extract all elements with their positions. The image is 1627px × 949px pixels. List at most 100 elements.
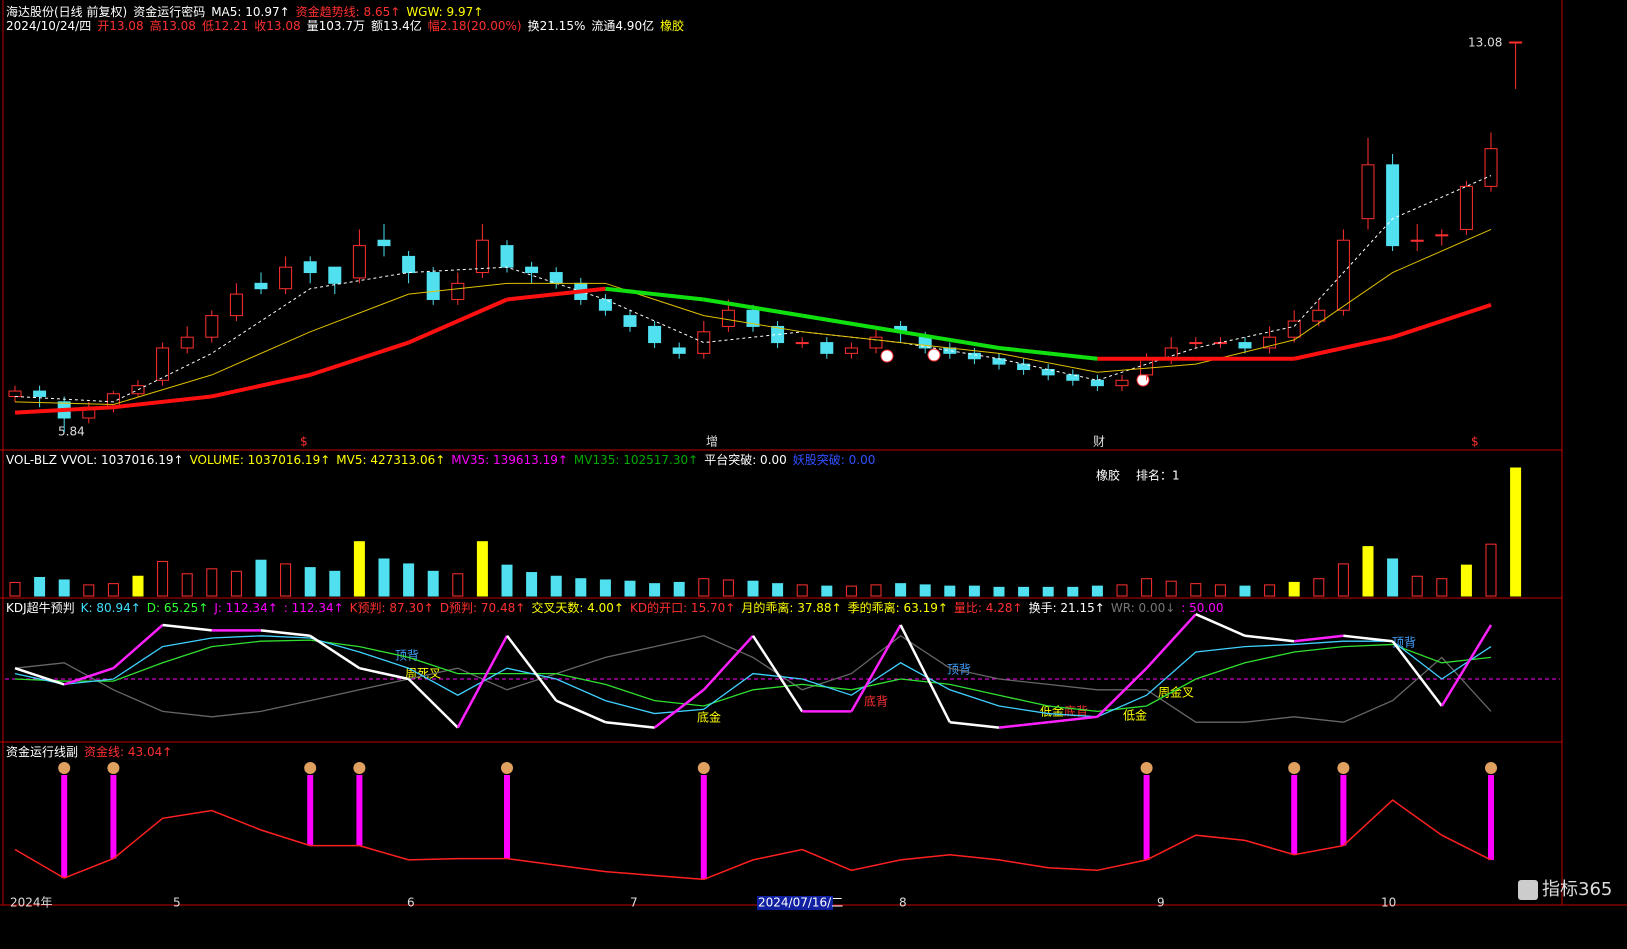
ma-long-segment	[407, 297, 508, 345]
header-item: 海达股份(日线 前复权)	[6, 5, 128, 19]
volume-bar	[58, 579, 70, 597]
annotation: 底金	[697, 710, 721, 725]
j-segment	[1145, 613, 1197, 670]
volume-bar	[895, 583, 907, 597]
candle-body	[1435, 234, 1449, 237]
volume-bar	[452, 573, 464, 597]
candle-body	[795, 342, 809, 345]
header-row: 2024/10/24/四 开13.08 高13.08 低12.21 收13.08 量103…	[6, 17, 690, 34]
volume-bar	[1337, 563, 1349, 597]
volume-bar	[107, 583, 119, 597]
signal-coin	[1288, 762, 1301, 774]
candle-body	[869, 336, 883, 349]
j-segment	[1440, 624, 1493, 707]
candle-body	[598, 298, 612, 311]
volume-bar	[501, 564, 513, 597]
volume-bar	[944, 585, 956, 597]
signal-bar	[700, 775, 707, 880]
signal-bar	[61, 775, 68, 879]
volume-bar	[9, 581, 21, 597]
candle-body	[820, 342, 834, 354]
marker: $	[300, 435, 308, 449]
low-label: 5.84	[58, 425, 85, 439]
header-item: MV5: 427313.06↑	[336, 453, 446, 467]
candle-body	[254, 282, 268, 290]
signal-coin	[697, 762, 710, 774]
annotation: 顶背	[1392, 636, 1416, 650]
signal-coin	[1337, 762, 1350, 774]
volume-header: VOL-BLZ VVOL: 1037016.19↑ VOLUME: 1037016…	[6, 451, 881, 468]
candle-body	[402, 255, 416, 274]
logo: 指标365	[1542, 879, 1612, 900]
annotation: 低金	[1040, 704, 1064, 719]
candle-body	[1336, 239, 1350, 311]
candle-body	[1189, 342, 1203, 345]
ma-long-segment	[113, 394, 213, 410]
header-item: K预判: 87.30↑	[349, 601, 434, 615]
volume-bar	[599, 579, 611, 597]
candle-body	[721, 309, 735, 327]
header-item: 季的乖离: 63.19↑	[847, 601, 948, 615]
candle-body	[844, 347, 858, 354]
candle-body	[648, 325, 662, 344]
ma-short-line	[14, 229, 1492, 406]
signal-coin	[304, 762, 317, 774]
volume-bar	[845, 585, 857, 597]
candle-body	[352, 245, 366, 279]
x-label: 9	[1157, 896, 1165, 910]
ma-long-segment	[605, 286, 705, 302]
header-item: 资金线: 43.04↑	[84, 745, 173, 759]
candle-body	[156, 347, 170, 381]
candle-body	[746, 309, 760, 327]
candle-body	[475, 239, 489, 274]
volume-bar	[550, 575, 562, 597]
annotation: 周金叉	[1158, 685, 1194, 700]
j-segment	[1343, 634, 1393, 643]
candle-body	[180, 336, 194, 349]
high-label: 13.08	[1468, 36, 1502, 50]
j-segment	[949, 720, 1000, 729]
header-item: MV35: 139613.19↑	[451, 453, 568, 467]
candle-body	[229, 293, 243, 317]
volume-bar	[796, 584, 808, 597]
volume-bar	[378, 558, 390, 597]
volume-bar	[993, 586, 1005, 597]
candle-body	[771, 325, 785, 344]
j-segment	[1195, 613, 1246, 637]
j-segment	[506, 635, 558, 702]
volume-bar	[255, 559, 267, 597]
volume-bar	[673, 581, 685, 597]
header-row: 海达股份(日线 前复权) 资金运行密码 MA5: 10.97↑ 资金趋势线: 8.65…	[6, 3, 489, 20]
candle-body	[8, 390, 22, 397]
volume-bar	[1313, 578, 1325, 597]
candle-body	[1066, 374, 1080, 381]
volume-bar	[1411, 575, 1423, 597]
volume-bar	[575, 578, 587, 597]
volume-bar	[329, 570, 341, 597]
header-item: K: 80.94↑	[80, 601, 141, 615]
plus-icons	[880, 348, 1150, 387]
j-segment	[14, 667, 65, 686]
j-segment	[456, 635, 509, 729]
candle-body	[697, 331, 711, 354]
annotation: 周死叉	[405, 667, 441, 681]
signal-bar	[1143, 775, 1150, 860]
header-item: VOLUME: 1037016.19↑	[189, 453, 331, 467]
volume-bar	[132, 575, 144, 597]
candle-body	[1484, 148, 1498, 187]
date-highlight	[757, 896, 833, 910]
marker: 财	[1093, 435, 1105, 449]
signal-bar	[307, 775, 314, 846]
candle-body	[205, 315, 219, 338]
d-line	[14, 639, 1492, 713]
candle-body	[1090, 379, 1104, 387]
candle-body	[1263, 336, 1277, 349]
fund-line	[14, 799, 1492, 881]
x-label: 7	[630, 896, 638, 910]
header-item: 量103.7万	[306, 19, 366, 33]
volume-bar	[230, 570, 242, 597]
j-segment	[555, 699, 606, 724]
volume-bar	[1190, 583, 1202, 597]
volume-bar	[1387, 558, 1399, 597]
